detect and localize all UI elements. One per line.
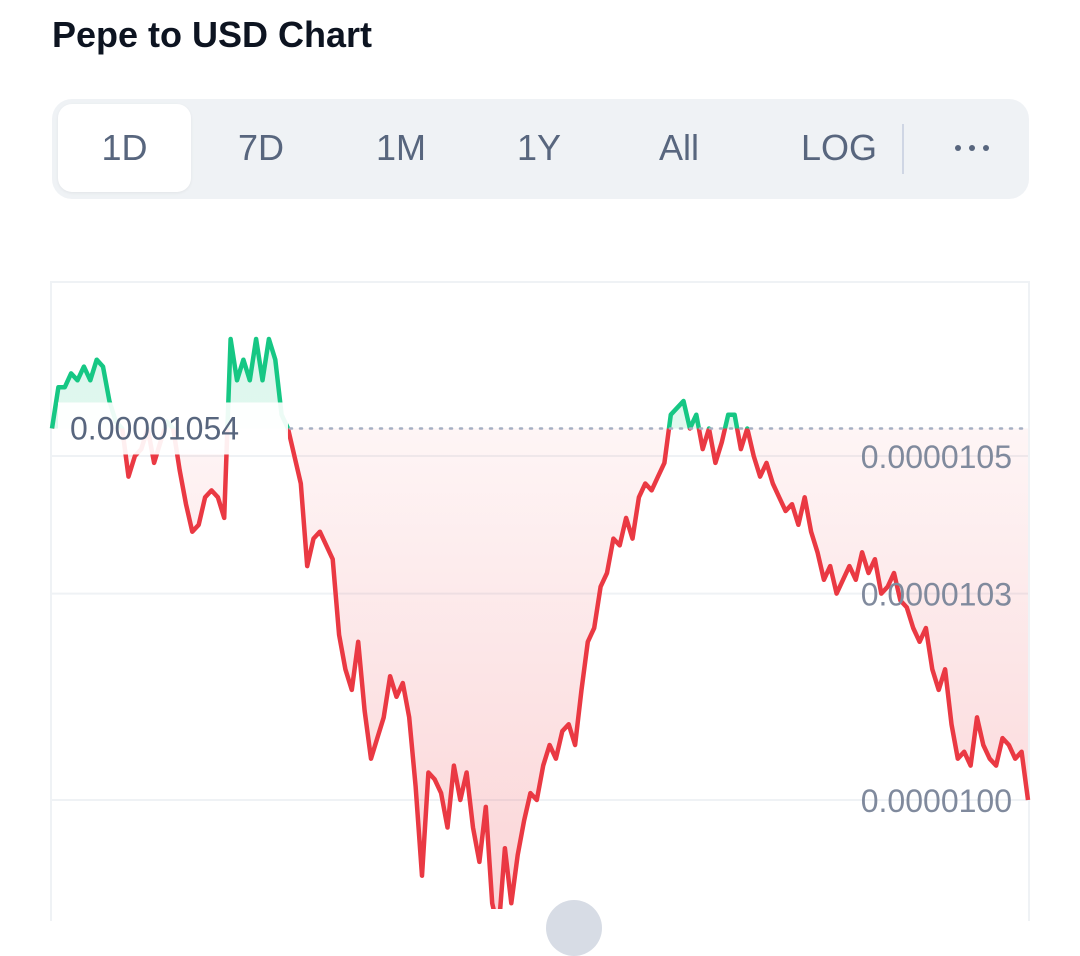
tab-7d[interactable]: 7D: [237, 127, 285, 168]
chart-frame: [50, 281, 1030, 921]
tab-1y[interactable]: 1Y: [516, 127, 562, 168]
area-above-reference: [52, 339, 1028, 429]
y-tick-label-1: 0.0000103: [861, 577, 1012, 613]
tab-separator: [902, 124, 904, 174]
chart-scrubber-handle[interactable]: [546, 900, 602, 956]
price-chart: 0.00001054 0.0000105 0.0000103 0.0000100: [49, 336, 1031, 909]
price-line-down: [51, 428, 1031, 909]
page-title: Pepe to USD Chart: [52, 14, 373, 55]
tab-1d[interactable]: 1D: [58, 104, 191, 192]
y-tick-label-0: 0.0000105: [861, 439, 1012, 475]
area-below-reference: [52, 428, 1028, 909]
tab-1m[interactable]: 1M: [375, 127, 426, 168]
reference-label-bg: [58, 402, 288, 455]
reference-price-label: 0.00001054: [70, 410, 239, 446]
y-tick-label-2: 0.0000100: [861, 783, 1012, 819]
more-options-button[interactable]: [914, 104, 1029, 192]
tab-log[interactable]: LOG: [800, 127, 878, 168]
tab-all[interactable]: All: [658, 127, 699, 168]
more-horizontal-icon: [954, 145, 989, 151]
timeframe-tabs: 1D 7D 1M 1Y All LOG: [52, 99, 1029, 199]
